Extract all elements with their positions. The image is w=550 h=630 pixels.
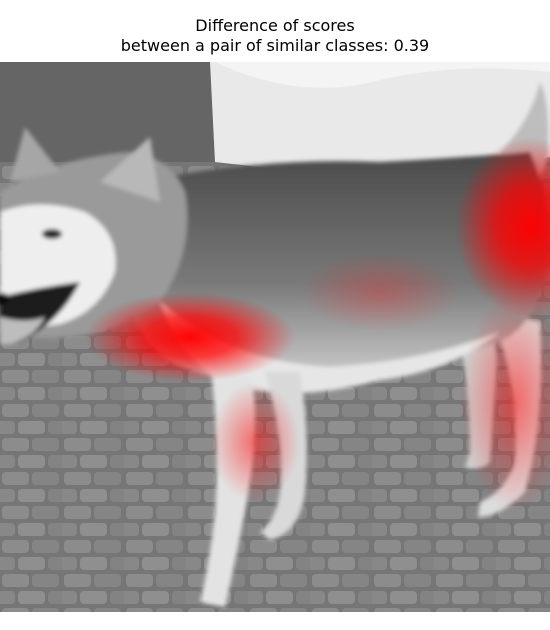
snow-area — [210, 62, 550, 182]
title-line-1: Difference of scores — [195, 16, 355, 35]
heat-spot-hindleg — [460, 292, 550, 512]
title-line-2: between a pair of similar classes: 0.39 — [120, 36, 430, 55]
figure-title: Difference of scores between a pair of s… — [0, 16, 550, 56]
saliency-heatmap — [85, 137, 550, 512]
saliency-image — [0, 62, 550, 612]
heat-spot-shoulder — [85, 292, 295, 382]
image-canvas — [0, 62, 550, 612]
heat-spot-frontleg — [210, 382, 300, 502]
heat-spot-hip — [455, 137, 550, 317]
